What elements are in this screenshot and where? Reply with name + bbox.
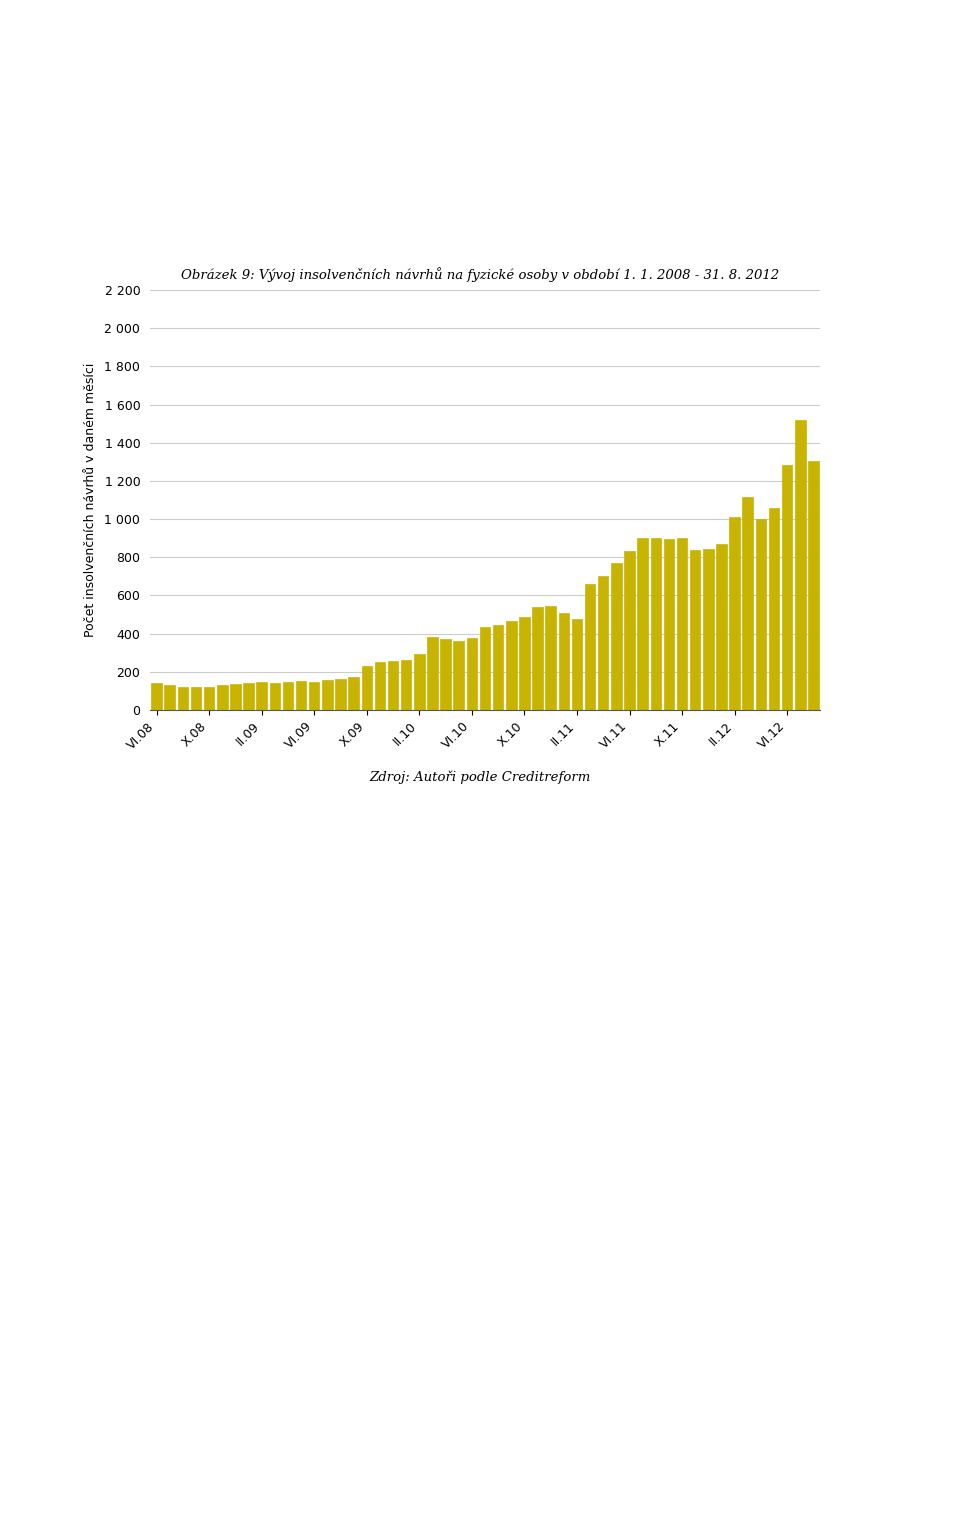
Bar bbox=[808, 461, 819, 710]
Bar bbox=[756, 519, 766, 710]
Bar bbox=[374, 663, 385, 710]
Bar bbox=[453, 642, 464, 710]
Bar bbox=[270, 683, 280, 710]
Bar bbox=[388, 661, 398, 710]
Bar bbox=[401, 660, 412, 710]
Bar bbox=[559, 613, 569, 710]
Bar bbox=[230, 684, 241, 710]
Bar bbox=[677, 539, 687, 710]
Bar bbox=[480, 627, 491, 710]
Bar bbox=[217, 686, 228, 710]
Bar bbox=[598, 576, 609, 710]
Bar bbox=[545, 605, 556, 710]
Bar bbox=[323, 681, 332, 710]
Bar bbox=[492, 625, 503, 710]
Bar bbox=[690, 549, 701, 710]
Bar bbox=[663, 539, 674, 710]
Bar bbox=[703, 549, 713, 710]
Bar bbox=[506, 620, 516, 710]
Bar bbox=[427, 637, 438, 710]
Bar bbox=[243, 683, 253, 710]
Bar bbox=[519, 617, 530, 710]
Bar bbox=[572, 619, 582, 710]
Bar bbox=[781, 464, 792, 710]
Bar bbox=[795, 420, 805, 710]
Bar bbox=[204, 687, 214, 710]
Text: Zdroj: Autoři podle Creditreform: Zdroj: Autoři podle Creditreform bbox=[370, 771, 590, 784]
Bar bbox=[637, 539, 648, 710]
Bar bbox=[164, 686, 175, 710]
Bar bbox=[256, 683, 267, 710]
Text: Obrázek 9: Vývoj insolvenčních návrhů na fyzické osoby v období 1. 1. 2008 - 31.: Obrázek 9: Vývoj insolvenčních návrhů na… bbox=[180, 267, 780, 282]
Bar bbox=[730, 517, 740, 710]
Bar bbox=[414, 654, 424, 710]
Bar bbox=[178, 687, 188, 710]
Bar bbox=[651, 539, 661, 710]
Bar bbox=[191, 687, 202, 710]
Bar bbox=[585, 584, 595, 710]
Y-axis label: Počet insolvenčních návrhů v daném měsíci: Počet insolvenčních návrhů v daném měsíc… bbox=[84, 363, 98, 637]
Bar bbox=[624, 551, 635, 710]
Bar bbox=[742, 498, 753, 710]
Bar bbox=[441, 639, 451, 710]
Bar bbox=[362, 666, 372, 710]
Bar bbox=[348, 677, 359, 710]
Bar bbox=[296, 681, 306, 710]
Bar bbox=[282, 683, 293, 710]
Bar bbox=[532, 607, 542, 710]
Bar bbox=[612, 563, 622, 710]
Bar bbox=[335, 678, 346, 710]
Bar bbox=[152, 683, 162, 710]
Bar bbox=[769, 508, 780, 710]
Bar bbox=[467, 639, 477, 710]
Bar bbox=[309, 683, 320, 710]
Bar bbox=[716, 545, 727, 710]
